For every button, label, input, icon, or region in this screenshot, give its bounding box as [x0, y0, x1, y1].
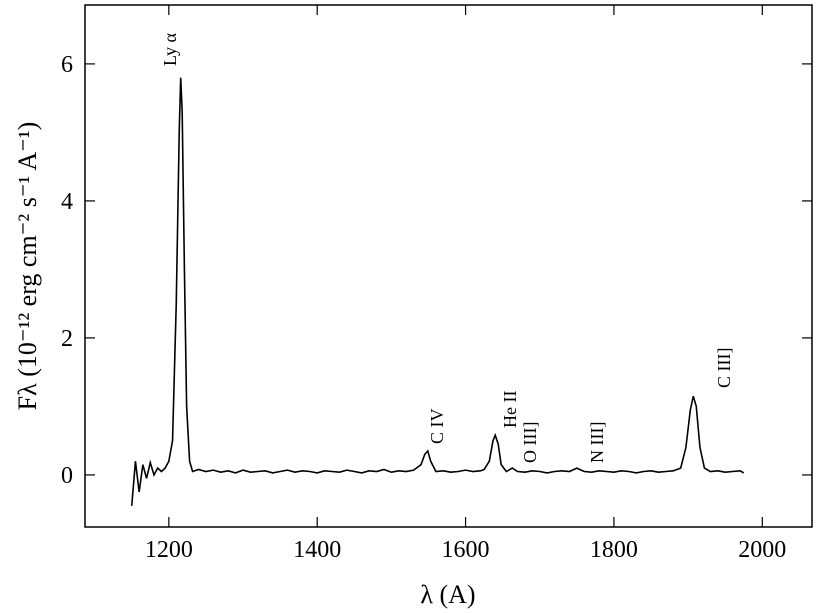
line-annotation: O III]	[520, 422, 540, 463]
y-tick-label: 6	[61, 52, 73, 78]
line-annotation: N III]	[587, 422, 607, 463]
y-tick-label: 0	[61, 463, 73, 489]
x-tick-label: 1400	[293, 537, 341, 563]
line-annotation: Ly α	[160, 32, 180, 66]
x-tick-label: 2000	[738, 537, 786, 563]
line-annotation: C III]	[714, 348, 734, 388]
x-axis-label: λ (A)	[420, 580, 475, 609]
line-annotation: C IV	[427, 409, 447, 445]
y-tick-label: 2	[61, 326, 73, 352]
line-annotation: He II	[500, 391, 520, 428]
x-tick-label: 1200	[145, 537, 193, 563]
x-tick-label: 1600	[442, 537, 490, 563]
x-tick-label: 1800	[590, 537, 638, 563]
y-axis-label: Fλ (10⁻¹² erg cm⁻² s⁻¹ A⁻¹)	[13, 122, 42, 411]
spectrum-line	[130, 77, 745, 506]
plot-frame	[84, 4, 813, 528]
y-tick-label: 4	[61, 189, 73, 215]
